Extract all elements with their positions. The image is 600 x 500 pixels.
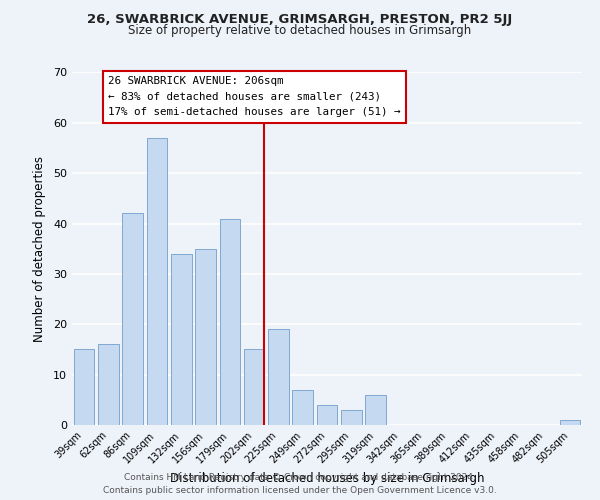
Y-axis label: Number of detached properties: Number of detached properties: [33, 156, 46, 342]
Text: Size of property relative to detached houses in Grimsargh: Size of property relative to detached ho…: [128, 24, 472, 37]
Text: 26, SWARBRICK AVENUE, GRIMSARGH, PRESTON, PR2 5JJ: 26, SWARBRICK AVENUE, GRIMSARGH, PRESTON…: [88, 12, 512, 26]
Text: Contains public sector information licensed under the Open Government Licence v3: Contains public sector information licen…: [103, 486, 497, 495]
Bar: [341, 410, 362, 425]
Bar: [74, 350, 94, 425]
Bar: [195, 248, 216, 425]
X-axis label: Distribution of detached houses by size in Grimsargh: Distribution of detached houses by size …: [170, 472, 484, 485]
Text: 26 SWARBRICK AVENUE: 206sqm
← 83% of detached houses are smaller (243)
17% of se: 26 SWARBRICK AVENUE: 206sqm ← 83% of det…: [109, 76, 401, 117]
Bar: [365, 395, 386, 425]
Bar: [146, 138, 167, 425]
Bar: [317, 405, 337, 425]
Bar: [98, 344, 119, 425]
Bar: [220, 218, 240, 425]
Bar: [560, 420, 580, 425]
Bar: [292, 390, 313, 425]
Bar: [268, 330, 289, 425]
Bar: [122, 214, 143, 425]
Bar: [244, 350, 265, 425]
Bar: [171, 254, 191, 425]
Text: Contains HM Land Registry data © Crown copyright and database right 2024.: Contains HM Land Registry data © Crown c…: [124, 472, 476, 482]
